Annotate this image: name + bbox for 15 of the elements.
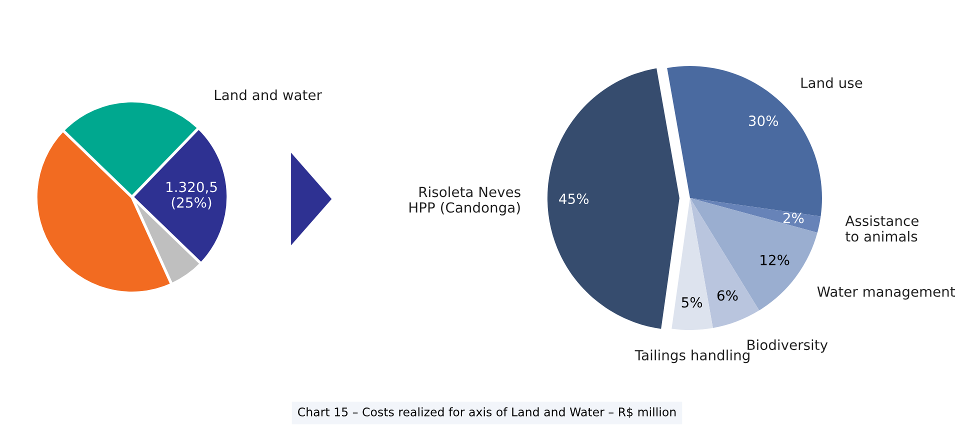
slice-label: Land use: [801, 77, 862, 88]
data-label: 45%: [559, 194, 589, 204]
data-label: 5%: [682, 297, 702, 308]
slice-label: Water management: [817, 286, 956, 300]
data-label: 30%: [748, 116, 778, 126]
data-label: 1.320,5 (25%): [166, 182, 217, 210]
data-label: 6%: [717, 290, 738, 301]
data-label: 12%: [760, 254, 790, 266]
slice-label: Land and water: [214, 89, 322, 100]
slice-label: Biodiversity: [748, 339, 828, 353]
slice-label: Risoleta Neves HPP (Candonga): [410, 186, 520, 216]
data-label: 2%: [783, 212, 804, 224]
slice-label: Assistance to animals: [845, 215, 918, 242]
caption: Chart 15 – Costs realized for axis of Land and Water – R$ million: [298, 407, 676, 418]
slice-label: Tailings handling: [634, 350, 750, 364]
